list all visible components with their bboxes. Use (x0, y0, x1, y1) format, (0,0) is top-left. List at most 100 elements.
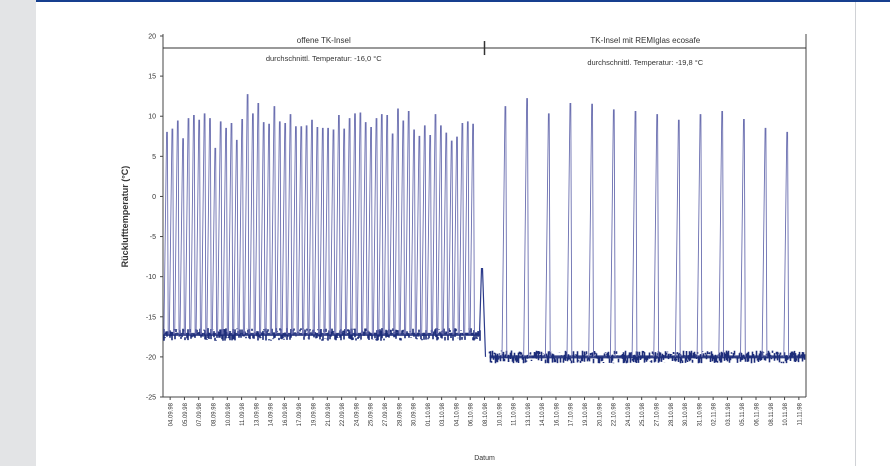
x-tick-label: 17.10.98 (569, 402, 575, 426)
y-tick-label: -10 (146, 274, 156, 281)
open-island-spike (351, 113, 357, 335)
remiglas-island-spike (566, 102, 573, 357)
y-tick-label: 10 (148, 114, 156, 121)
remiglas-island-spike (631, 110, 638, 357)
x-tick-label: 16.10.98 (554, 402, 560, 426)
open-island-spike (217, 121, 223, 335)
y-tick-label: -5 (150, 234, 156, 241)
y-tick-label: -20 (146, 354, 156, 361)
open-island-spike (260, 122, 266, 335)
right-border-rule (855, 2, 856, 466)
open-island-spike (372, 118, 379, 335)
open-island-spike (410, 129, 416, 335)
remiglas-island-spike (718, 110, 725, 357)
x-tick-label: 03.11.98 (726, 402, 732, 426)
annotations: offene TK-Insel durchschnittl. Temperatu… (266, 36, 704, 67)
open-island-spike (389, 133, 395, 335)
x-tick-label: 06.10.98 (469, 402, 475, 426)
open-island-spike (399, 120, 405, 335)
open-island-spike (201, 113, 207, 335)
open-island-spike (367, 127, 373, 335)
remiglas-island-spike (783, 131, 790, 357)
open-island-spike (383, 114, 389, 335)
open-island-spike (421, 125, 427, 335)
open-island-spike (163, 131, 169, 335)
x-tick-label: 06.11.98 (754, 402, 760, 426)
open-island-spike (281, 122, 287, 335)
region-label-remiglas-island: TK-Insel mit REMIglas ecosafe (590, 36, 700, 45)
open-island-spike (238, 118, 244, 335)
remiglas-island-spike (501, 106, 508, 357)
x-tick-label: 08.09.98 (212, 402, 218, 426)
open-island-spike (329, 129, 336, 335)
x-tick-label: 11.09.98 (240, 402, 246, 426)
open-island-spike (292, 126, 298, 335)
x-tick-label: 30.09.98 (412, 402, 418, 426)
open-island-spike (469, 123, 475, 335)
open-island-spike (233, 139, 239, 335)
top-accent-rule (36, 0, 890, 2)
open-island-spike (174, 120, 180, 335)
x-tick-label: 01.10.98 (426, 402, 432, 426)
x-tick-label: 13.09.98 (254, 402, 260, 426)
open-island-spike (303, 125, 309, 335)
x-tick-label: 21.09.98 (326, 402, 332, 426)
x-tick-label: 22.10.98 (612, 402, 618, 426)
x-tick-label: 25.10.98 (640, 402, 646, 426)
open-island-spike (464, 121, 470, 335)
open-island-spike (249, 113, 255, 335)
x-tick-label: 04.10.98 (454, 402, 460, 426)
open-island-spike (179, 138, 185, 335)
open-island-spike (254, 102, 260, 335)
open-island-spike (313, 127, 320, 335)
open-island-spike (453, 136, 459, 335)
x-tick-label: 22.09.98 (340, 402, 346, 426)
remiglas-island-spike (544, 113, 551, 357)
x-tick-label: 10.10.98 (497, 402, 503, 426)
x-tick-label: 13.10.98 (526, 402, 532, 426)
open-island-spike (227, 122, 234, 335)
x-tick-label: 02.11.98 (712, 402, 718, 426)
x-tick-label: 14.09.98 (269, 402, 275, 426)
x-tick-label: 14.10.98 (540, 402, 546, 426)
remiglas-island-spike (761, 127, 768, 357)
x-tick-label: 11.10.98 (512, 402, 518, 426)
x-tick-label: 10.09.98 (226, 402, 232, 426)
x-tick-label: 30.10.98 (683, 402, 689, 426)
open-island-spike (168, 128, 175, 335)
x-tick-label: 10.11.98 (783, 402, 789, 426)
open-island-spike (340, 128, 346, 335)
transition-segment (478, 268, 487, 357)
open-island-spike (276, 121, 282, 335)
remiglas-island-spike (609, 109, 616, 357)
open-island-spike (362, 122, 368, 335)
x-tick-label: 19.09.98 (312, 402, 318, 426)
x-tick-label: 17.09.98 (297, 402, 303, 426)
remiglas-island-spike (740, 118, 746, 357)
region-label-open-island: offene TK-Insel (297, 36, 351, 45)
open-island-spike (405, 110, 411, 335)
open-island-spike (297, 126, 303, 335)
open-island-spike (458, 122, 465, 335)
y-tick-label: 5 (152, 154, 156, 161)
remiglas-island-spike (696, 114, 703, 357)
x-tick-label: 07.09.98 (197, 402, 203, 426)
open-island-spike (432, 114, 438, 335)
y-tick-label: 20 (148, 34, 156, 41)
open-island-spike (448, 140, 454, 335)
open-island-spike (319, 127, 325, 335)
open-island-spike (437, 125, 443, 335)
y-tick-label: 15 (148, 74, 156, 81)
x-tick-label: 05.11.98 (740, 402, 746, 426)
remiglas-island-spike (653, 114, 660, 357)
open-island-spike (265, 123, 271, 335)
open-island-spike (190, 114, 196, 335)
x-tick-label: 04.09.98 (169, 402, 175, 426)
remiglas-island-spike (588, 103, 594, 357)
x-tick-label: 08.10.98 (483, 402, 489, 426)
left-sidebar-strip (0, 0, 36, 466)
open-island-spike (356, 112, 363, 335)
open-island-spike (184, 118, 191, 335)
open-island-spike (346, 118, 352, 335)
